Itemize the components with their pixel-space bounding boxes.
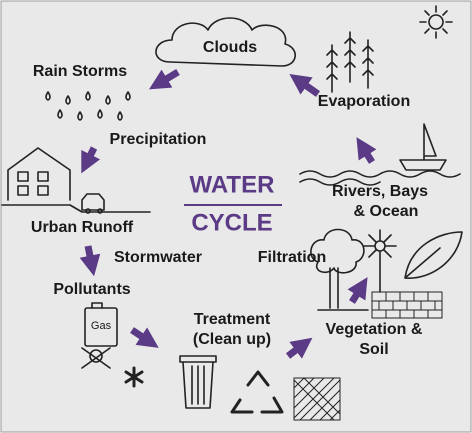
node-label: (Clean up) xyxy=(193,331,271,348)
node-label: Urban Runoff xyxy=(31,219,134,236)
node-label: Pollutants xyxy=(53,281,130,298)
node-label: Stormwater xyxy=(114,249,202,266)
node-label: Evaporation xyxy=(318,93,410,110)
water-cycle-diagram: WATER CYCLE Clouds Rain Storms Precipita… xyxy=(0,0,472,433)
node-label: Gas xyxy=(91,320,112,332)
node-label: Soil xyxy=(359,341,388,358)
node-label: Precipitation xyxy=(110,131,207,148)
node-label: Rain Storms xyxy=(33,63,127,80)
node-label: Treatment xyxy=(194,311,271,328)
title-line: CYCLE xyxy=(191,209,272,236)
node-label: Rivers, Bays xyxy=(332,183,428,200)
node-label: & Ocean xyxy=(354,203,419,220)
node-label: Clouds xyxy=(203,39,257,56)
title-line: WATER xyxy=(190,171,275,198)
node-label: Vegetation & xyxy=(326,321,423,338)
node-label: Filtration xyxy=(258,249,326,266)
page: {"title": {"lines": ["WATER", "CYCLE"]},… xyxy=(0,0,472,433)
